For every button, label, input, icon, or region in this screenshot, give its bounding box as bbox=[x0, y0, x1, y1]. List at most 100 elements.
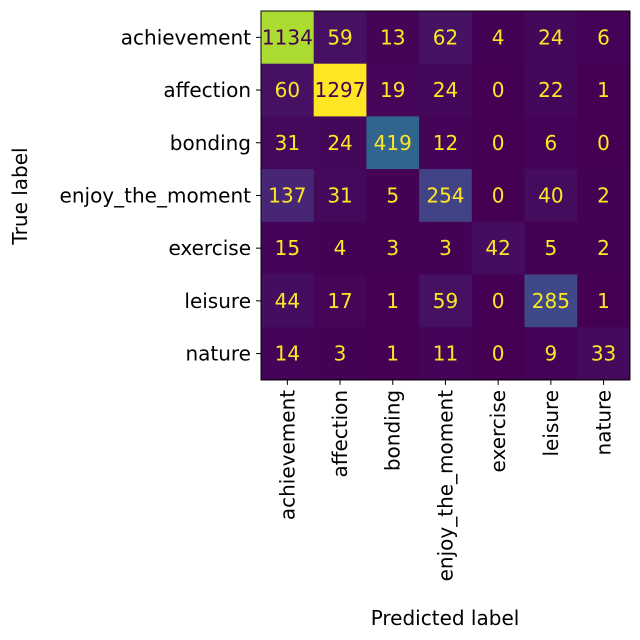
cell-value-label: 1 bbox=[597, 289, 610, 313]
heatmap-cell bbox=[261, 116, 315, 170]
cell-value-label: 0 bbox=[492, 342, 505, 366]
cell-value-label: 31 bbox=[327, 183, 352, 207]
heatmap-cell bbox=[261, 11, 315, 65]
cell-value-label: 14 bbox=[275, 342, 300, 366]
heatmap-cell bbox=[313, 221, 367, 275]
cell-value-label: 3 bbox=[334, 342, 347, 366]
heatmap-cell bbox=[261, 327, 315, 381]
x-axis-label: Predicted label bbox=[371, 606, 520, 630]
heatmap-cell bbox=[366, 11, 420, 65]
cell-value-label: 4 bbox=[492, 25, 505, 49]
y-tick-label: bonding bbox=[170, 131, 251, 155]
cell-value-label: 59 bbox=[433, 289, 458, 313]
heatmap-cell bbox=[313, 327, 367, 381]
y-tick-label: exercise bbox=[168, 236, 251, 260]
heatmap-cell bbox=[419, 169, 473, 223]
heatmap-cell bbox=[471, 11, 525, 65]
cell-value-label: 22 bbox=[538, 78, 563, 102]
cell-value-label: 137 bbox=[268, 183, 306, 207]
heatmap-cell bbox=[577, 11, 631, 65]
heatmap-cell bbox=[261, 63, 315, 117]
y-tick-label: nature bbox=[185, 342, 251, 366]
x-axis-ticks: achievement affection bonding enjoy_the_mom… bbox=[275, 379, 616, 582]
cell-value-label: 6 bbox=[544, 131, 557, 155]
x-tick-label: achievement bbox=[275, 390, 299, 520]
heatmap-cell bbox=[471, 327, 525, 381]
heatmap-cell bbox=[366, 221, 420, 275]
cell-value-label: 0 bbox=[597, 131, 610, 155]
heatmap-cell bbox=[419, 274, 473, 328]
x-tick-label: bonding bbox=[381, 390, 405, 471]
heatmap-cell bbox=[524, 63, 578, 117]
heatmap-cell bbox=[577, 169, 631, 223]
heatmap-cell bbox=[261, 221, 315, 275]
cell-value-label: 42 bbox=[485, 236, 510, 260]
cell-value-label: 0 bbox=[492, 183, 505, 207]
heatmap-cell bbox=[419, 327, 473, 381]
cell-value-label: 5 bbox=[386, 183, 399, 207]
heatmap-cell bbox=[366, 63, 420, 117]
cell-value-label: 419 bbox=[374, 131, 412, 155]
heatmap-cell bbox=[524, 327, 578, 381]
heatmap-cell bbox=[471, 274, 525, 328]
cell-value-label: 0 bbox=[492, 289, 505, 313]
heatmap-cell bbox=[313, 274, 367, 328]
cell-value-label: 12 bbox=[433, 131, 458, 155]
x-tick-label: leisure bbox=[539, 390, 563, 457]
cell-value-label: 11 bbox=[433, 342, 458, 366]
heatmap-cell bbox=[419, 11, 473, 65]
cell-value-label: 3 bbox=[439, 236, 452, 260]
cell-value-label: 0 bbox=[492, 131, 505, 155]
cell-value-label: 15 bbox=[275, 236, 300, 260]
heatmap-cell bbox=[524, 221, 578, 275]
cell-value-label: 3 bbox=[386, 236, 399, 260]
heatmap-cell bbox=[419, 63, 473, 117]
heatmap-cell bbox=[577, 327, 631, 381]
heatmap-cell bbox=[524, 116, 578, 170]
heatmap-cell bbox=[261, 274, 315, 328]
cell-value-label: 17 bbox=[327, 289, 352, 313]
cell-value-label: 5 bbox=[544, 236, 557, 260]
heatmap-cell bbox=[366, 327, 420, 381]
cell-value-label: 33 bbox=[591, 342, 616, 366]
heatmap-cell bbox=[313, 116, 367, 170]
heatmap-cell bbox=[366, 169, 420, 223]
heatmap-cell bbox=[577, 116, 631, 170]
heatmap-cell bbox=[366, 274, 420, 328]
heatmap-cell bbox=[471, 116, 525, 170]
cell-value-label: 60 bbox=[275, 78, 300, 102]
y-tick-label: leisure bbox=[184, 289, 251, 313]
cell-value-label: 1297 bbox=[315, 78, 366, 102]
x-tick-label: exercise bbox=[486, 390, 510, 473]
cell-value-label: 2 bbox=[597, 183, 610, 207]
cell-value-label: 24 bbox=[433, 78, 458, 102]
cell-value-label: 9 bbox=[544, 342, 557, 366]
y-tick-label: achievement bbox=[121, 25, 251, 49]
y-axis-label: True label bbox=[8, 147, 32, 245]
heatmap-cell bbox=[524, 169, 578, 223]
cell-value-label: 254 bbox=[426, 183, 464, 207]
cell-value-label: 62 bbox=[433, 25, 458, 49]
y-tick-label: affection bbox=[163, 78, 251, 102]
heatmap-cell bbox=[419, 116, 473, 170]
cell-value-label: 59 bbox=[327, 25, 352, 49]
heatmap-cell bbox=[524, 274, 578, 328]
heatmap-cell bbox=[577, 63, 631, 117]
heatmap-cell bbox=[313, 11, 367, 65]
cell-value-label: 2 bbox=[597, 236, 610, 260]
y-axis-ticks: achievement affection bonding enjoy_the_mom… bbox=[60, 25, 261, 366]
heatmap-cell bbox=[577, 274, 631, 328]
cell-value-label: 6 bbox=[597, 25, 610, 49]
heatmap-cell bbox=[366, 116, 420, 170]
heatmap-cell bbox=[524, 11, 578, 65]
heatmap-cell bbox=[313, 63, 367, 117]
cell-value-label: 24 bbox=[327, 131, 352, 155]
heatmap-cell bbox=[261, 169, 315, 223]
cell-value-label: 1134 bbox=[262, 25, 313, 49]
x-tick-label: enjoy_the_moment bbox=[433, 390, 457, 582]
cell-value-label: 4 bbox=[334, 236, 347, 260]
cell-value-label: 1 bbox=[386, 342, 399, 366]
cell-value-label: 40 bbox=[538, 183, 563, 207]
heatmap-cell bbox=[471, 63, 525, 117]
